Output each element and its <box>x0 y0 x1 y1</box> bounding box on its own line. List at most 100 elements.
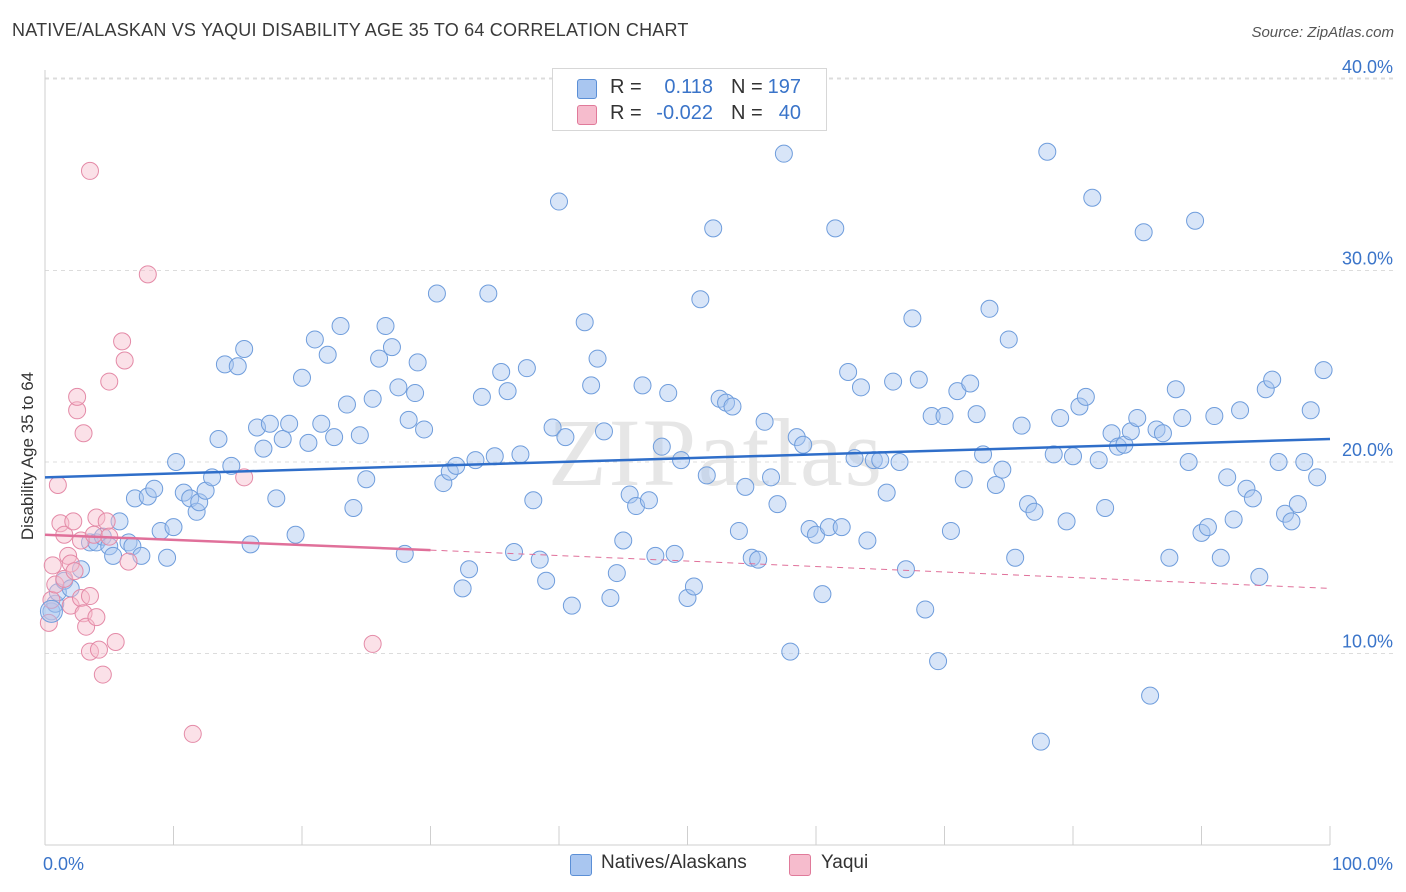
point-natives <box>1051 408 1070 427</box>
legend-label-yaqui: Yaqui <box>821 852 869 873</box>
correlation-legend: R = 0.118 N = 197 R = -0.022 N = 40 <box>552 68 827 131</box>
legend-n-label: N = <box>731 102 763 124</box>
point-yaqui <box>80 642 99 661</box>
point-natives <box>916 600 935 619</box>
point-natives <box>691 290 710 309</box>
point-natives <box>1006 548 1025 567</box>
point-natives <box>286 525 305 544</box>
point-natives <box>1064 447 1082 466</box>
point-natives <box>562 596 581 615</box>
point-natives <box>273 430 292 449</box>
point-natives <box>614 531 633 550</box>
point-natives <box>543 418 562 437</box>
point-natives <box>1031 732 1050 751</box>
legend-swatch-yaqui <box>577 105 597 125</box>
point-yaqui <box>71 588 90 607</box>
point-natives <box>1141 686 1160 705</box>
legend-r-label: R = <box>610 102 642 124</box>
point-natives <box>389 378 408 397</box>
x-tick-label: 100.0% <box>1332 854 1393 874</box>
trend-line-yaqui <box>44 533 431 552</box>
series-legend: Natives/Alaskans Yaqui <box>0 851 1406 877</box>
point-natives <box>164 518 183 537</box>
point-natives <box>305 330 324 349</box>
point-natives <box>1019 495 1038 514</box>
point-natives <box>325 428 344 447</box>
point-natives <box>742 548 761 567</box>
legend-label-natives: Natives/Alaskans <box>601 852 747 873</box>
point-natives <box>158 548 177 567</box>
point-natives <box>318 345 337 364</box>
y-tick-label: 40.0% <box>1342 57 1393 77</box>
point-yaqui <box>363 634 382 653</box>
point-natives <box>209 430 228 449</box>
point-natives <box>466 451 485 470</box>
point-natives <box>1243 489 1262 508</box>
y-tick-label: 20.0% <box>1342 440 1393 460</box>
point-natives <box>406 384 425 403</box>
point-natives <box>1256 380 1275 399</box>
point-natives <box>935 407 954 426</box>
point-natives <box>1301 401 1320 420</box>
point-natives <box>1211 548 1230 567</box>
point-natives <box>517 359 536 378</box>
point-natives <box>1198 518 1217 537</box>
point-natives <box>1128 408 1147 427</box>
point-natives <box>1282 512 1301 531</box>
point-yaqui <box>39 613 58 632</box>
point-yaqui <box>106 633 125 652</box>
point-natives <box>260 414 279 433</box>
point-natives <box>588 349 607 368</box>
point-natives <box>858 531 877 550</box>
point-natives <box>877 483 896 502</box>
point-natives <box>1089 451 1108 470</box>
point-natives <box>620 485 639 504</box>
point-yaqui <box>100 372 119 391</box>
point-natives <box>492 362 511 381</box>
point-yaqui <box>55 569 74 588</box>
point-natives <box>704 219 723 238</box>
point-natives <box>363 389 382 408</box>
point-yaqui <box>64 512 83 531</box>
legend-swatch-natives <box>570 854 592 876</box>
point-natives <box>941 521 960 540</box>
point-natives <box>1160 548 1179 567</box>
x-tick-label: 0.0% <box>43 854 84 874</box>
point-natives <box>1038 142 1057 161</box>
y-tick-labels: 10.0% 20.0% 30.0% 40.0% <box>1342 57 1393 652</box>
point-natives <box>39 599 63 623</box>
point-natives <box>537 571 556 590</box>
point-natives <box>299 433 318 452</box>
point-natives <box>884 372 903 391</box>
point-yaqui <box>87 508 106 527</box>
point-natives <box>633 376 652 395</box>
point-natives <box>71 560 90 579</box>
point-natives <box>498 382 517 401</box>
point-natives <box>729 521 748 540</box>
point-natives <box>582 376 601 395</box>
point-natives <box>460 560 479 579</box>
point-natives <box>1012 416 1031 435</box>
point-natives <box>280 414 299 433</box>
point-natives <box>601 588 620 607</box>
legend-n-value: 40 <box>778 102 801 124</box>
point-natives <box>530 550 549 569</box>
point-natives <box>794 435 813 454</box>
point-natives <box>485 447 504 466</box>
point-natives <box>1288 495 1307 514</box>
point-natives <box>434 474 453 493</box>
point-natives <box>755 412 774 431</box>
point-natives <box>1295 453 1314 471</box>
x-tick-labels: 0.0% 100.0% <box>43 854 1393 874</box>
point-natives <box>1134 223 1153 242</box>
point-natives <box>1179 453 1198 471</box>
point-yaqui <box>80 161 99 180</box>
point-natives <box>1308 468 1327 487</box>
point-natives <box>993 460 1012 479</box>
trend-line-yaqui-projection <box>430 549 1331 589</box>
point-natives <box>254 439 273 458</box>
point-natives <box>228 357 247 376</box>
point-natives <box>736 477 755 496</box>
point-natives <box>781 642 800 661</box>
